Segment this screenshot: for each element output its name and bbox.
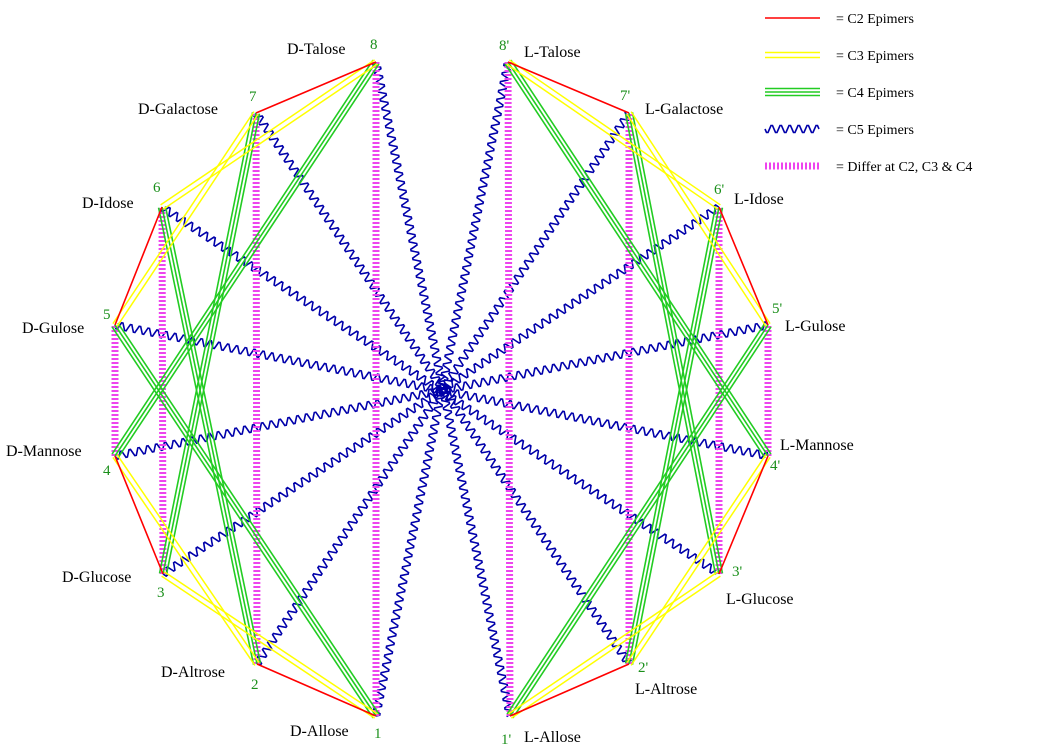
node-L6: L-Idose 6'	[714, 182, 784, 208]
node-name: L-Galactose	[645, 101, 723, 118]
node-D5: D-Gulose 5	[22, 307, 111, 337]
c2-edge-D3-D4	[114, 455, 164, 575]
node-number: 7'	[620, 88, 631, 104]
node-D3: D-Glucose 3	[62, 569, 165, 601]
c2-edge-D1-D2	[256, 663, 377, 717]
c4-edge-L4-L8	[504, 59, 772, 459]
c4-edge-L3-L7	[624, 112, 724, 575]
node-name: D-Altrose	[161, 664, 225, 681]
node-name: L-Idose	[734, 191, 784, 208]
c234-edge-D2-D7	[252, 112, 261, 665]
legend-label: = C4 Epimers	[836, 86, 914, 101]
c3-edge-L1-L3	[508, 571, 721, 719]
nodes-layer: D-Allose 1D-Altrose2D-Glucose3D-Mannose4D…	[6, 37, 854, 748]
legend-item-c4: = C4 Epimers	[765, 86, 914, 101]
c4-edge-D3-D7	[158, 112, 261, 575]
c4-edge-D4-D8	[111, 59, 380, 459]
node-name: L-Mannose	[780, 437, 854, 454]
c2-edge-L5-L6	[718, 206, 769, 326]
node-L4: L-Mannose 4'	[770, 437, 854, 474]
node-number: 4'	[770, 458, 781, 474]
c3-edge-D1-D3	[161, 571, 378, 719]
legend-label: = Differ at C2, C3 & C4	[836, 160, 972, 175]
node-number: 5	[103, 307, 111, 323]
node-name: L-Altrose	[635, 681, 697, 698]
c4-edge-D2-D6	[157, 206, 262, 665]
node-D2: D-Altrose 2	[161, 664, 259, 693]
c2-edge-D5-D6	[114, 206, 163, 326]
node-D7: D-Galactose 7	[138, 89, 257, 118]
node-L8: L-Talose 8'	[499, 38, 581, 61]
c2-edge-L1-L2	[509, 663, 630, 717]
c234-edge-L1-L8	[504, 61, 514, 717]
node-number: 3'	[732, 564, 743, 580]
c4-edge-L1-L5	[506, 322, 772, 719]
node-number: 2'	[638, 660, 649, 676]
node-name: D-Idose	[82, 195, 134, 212]
c2-edge-L7-L8	[507, 61, 630, 114]
node-D8: D-Talose 8	[287, 37, 378, 58]
node-number: 8'	[499, 38, 510, 54]
node-name: L-Gulose	[785, 318, 845, 335]
node-L7: L-Galactose 7'	[620, 88, 723, 118]
node-number: 2	[251, 677, 259, 693]
node-L3: L-Glucose 3'	[726, 564, 794, 608]
node-name: D-Mannose	[6, 443, 82, 460]
node-number: 1	[374, 726, 382, 742]
node-name: L-Allose	[524, 729, 581, 746]
node-number: 6	[153, 180, 161, 196]
c3-edge-L2-L4	[626, 454, 771, 666]
c2-edge-D7-D8	[255, 61, 377, 114]
c2-edge-L3-L4	[718, 455, 769, 575]
c3-edge-D5-D7	[112, 111, 259, 327]
node-name: D-Allose	[290, 723, 349, 740]
c3-edge-L5-L7	[626, 111, 771, 327]
node-L2: L-Altrose 2'	[635, 660, 697, 698]
c4-edge-L2-L6	[624, 206, 724, 665]
legend-label: = C2 Epimers	[836, 12, 914, 27]
node-number: 4	[103, 463, 111, 479]
node-name: L-Glucose	[726, 591, 794, 608]
legend-label: = C5 Epimers	[836, 123, 914, 138]
node-D1: D-Allose 1	[290, 723, 382, 742]
node-number: 1'	[501, 732, 512, 748]
legend-item-c2: = C2 Epimers	[765, 12, 914, 27]
node-D6: D-Idose 6	[82, 180, 161, 212]
node-number: 7	[249, 89, 257, 105]
node-number: 8	[370, 37, 378, 53]
node-L1: L-Allose 1'	[501, 729, 581, 748]
c5-edge-D8-L1	[372, 61, 514, 718]
c3-edge-L6-L8	[506, 59, 721, 210]
node-number: 3	[157, 585, 165, 601]
edges-layer	[111, 59, 772, 719]
node-name: D-Talose	[287, 41, 345, 58]
legend-label: = C3 Epimers	[836, 49, 914, 64]
legend-swatch	[764, 124, 820, 134]
legend: = C2 Epimers = C3 Epimers = C4 Epimers = C5…	[764, 12, 972, 175]
legend-item-c234: = Differ at C2, C3 & C4	[765, 160, 972, 175]
legend-item-c3: = C3 Epimers	[765, 49, 914, 64]
legend-item-c5: = C5 Epimers	[764, 123, 914, 138]
node-name: D-Gulose	[22, 320, 84, 337]
c3-edge-D2-D4	[112, 454, 260, 666]
node-name: L-Talose	[524, 44, 581, 61]
node-name: D-Glucose	[62, 569, 131, 586]
c3-edge-D6-D8	[160, 59, 378, 210]
node-name: D-Galactose	[138, 101, 218, 118]
node-number: 5'	[772, 301, 783, 317]
node-number: 6'	[714, 182, 725, 198]
node-D4: D-Mannose 4	[6, 443, 111, 479]
c4-edge-D1-D5	[111, 322, 380, 719]
c234-edge-D3-D6	[158, 206, 167, 575]
